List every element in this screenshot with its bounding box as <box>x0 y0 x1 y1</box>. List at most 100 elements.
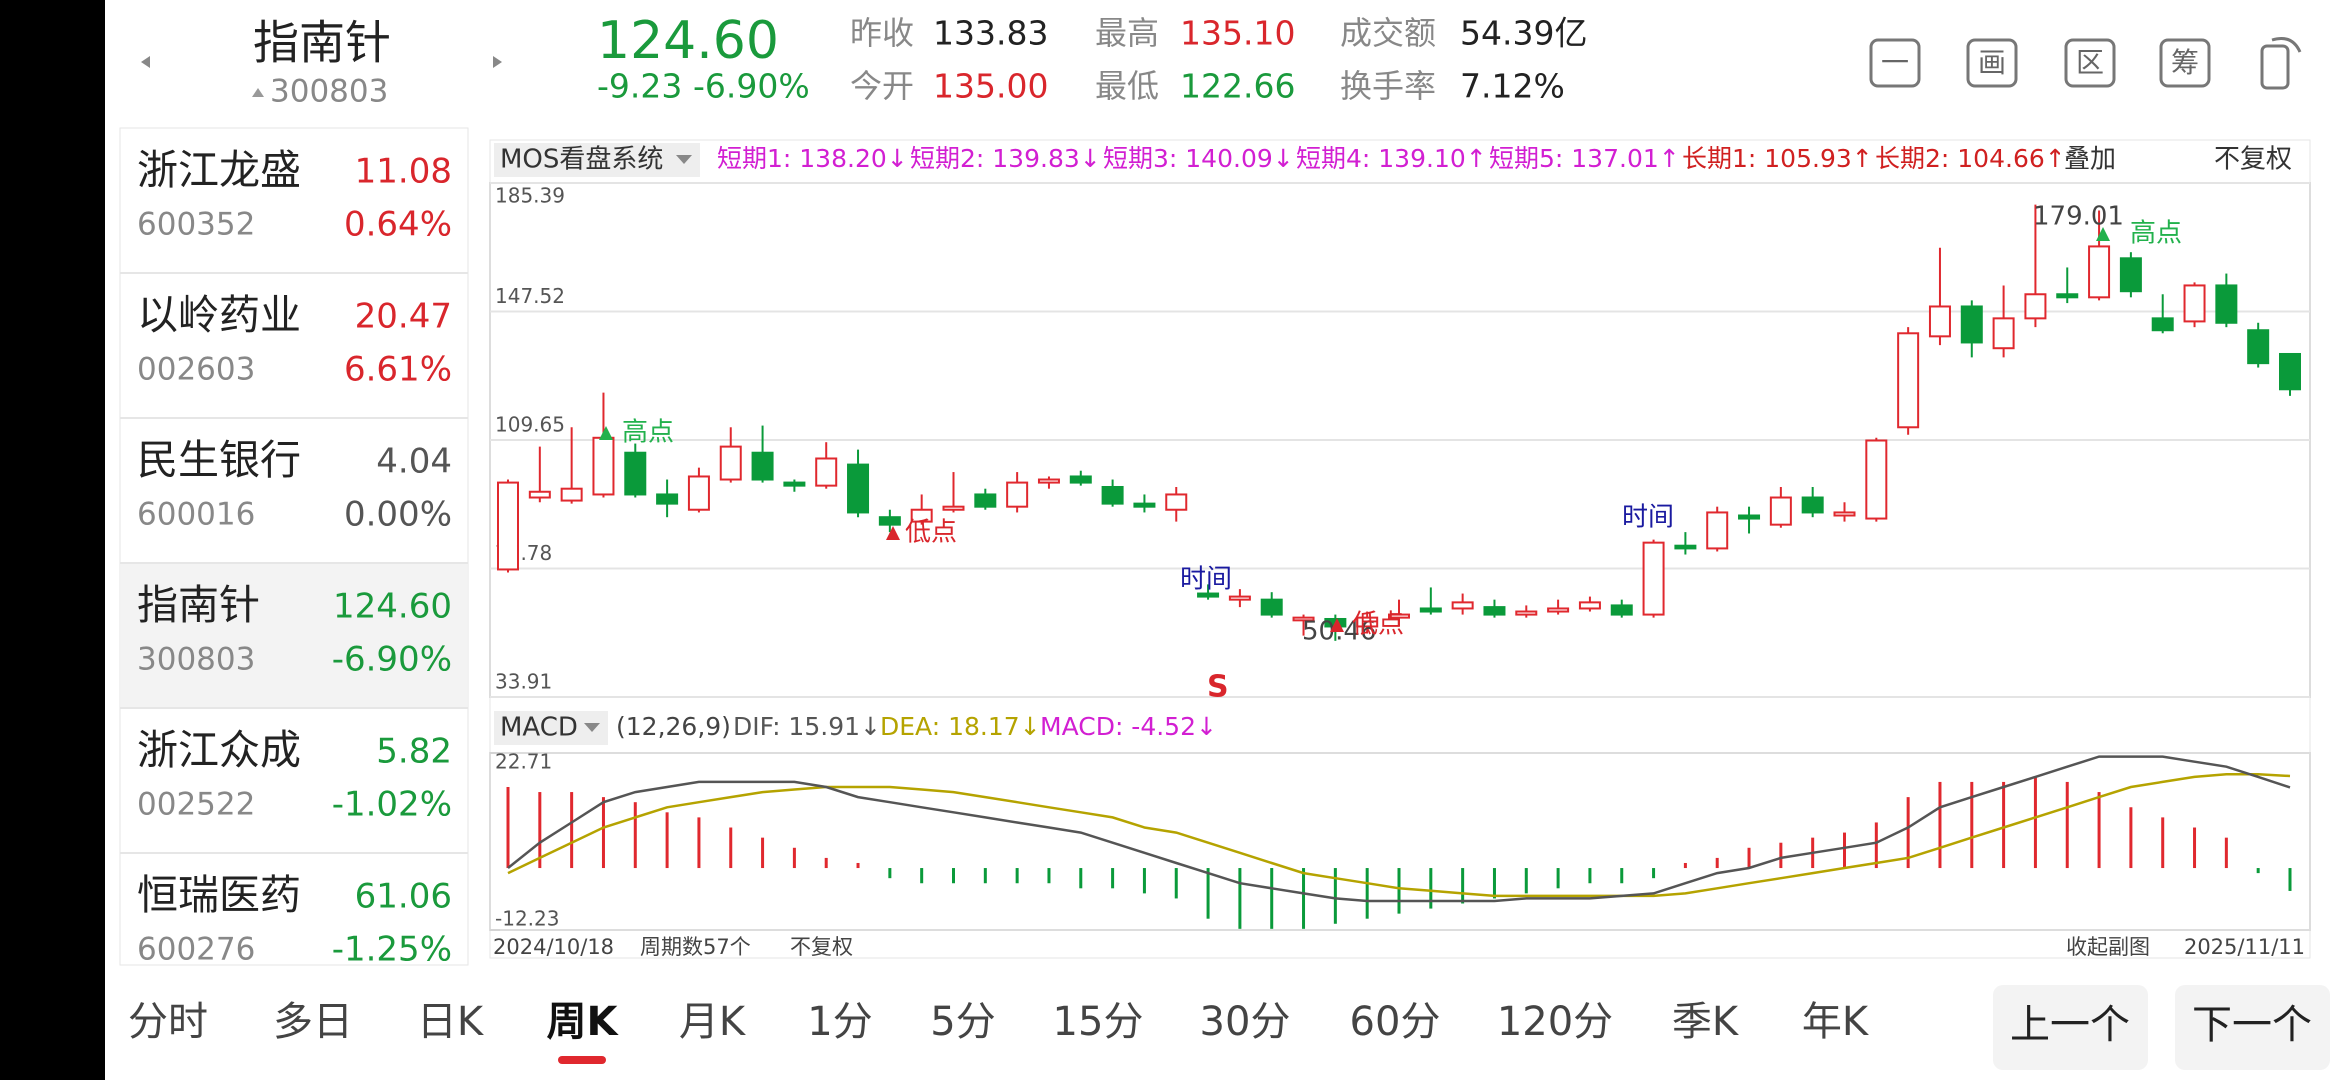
macd-bar <box>1588 868 1592 884</box>
watch-name: 恒瑞医药 <box>137 871 301 919</box>
macd-bar <box>2256 868 2260 874</box>
candle-body <box>910 508 933 523</box>
period-tab[interactable]: 15分 <box>1053 999 1144 1045</box>
stat-value: 7.12% <box>1460 67 1565 106</box>
candle-body <box>1674 544 1697 550</box>
y-tick-label: 33.91 <box>495 670 552 694</box>
period-tab[interactable]: 周K <box>547 999 620 1045</box>
annotation-marker <box>1330 618 1344 632</box>
indicator-select[interactable] <box>494 143 700 177</box>
dif-line <box>507 755 2291 903</box>
candle-body <box>1801 496 1824 514</box>
collapse-sub: 收起副图 <box>2066 935 2150 959</box>
macd-bar <box>1843 832 1846 869</box>
next-button[interactable] <box>2175 985 2330 1070</box>
watch-price: 61.06 <box>355 877 452 917</box>
watch-price: 4.04 <box>376 442 452 482</box>
candle-body <box>624 451 647 496</box>
candle-body <box>1260 598 1283 616</box>
macd-bar <box>2065 781 2069 869</box>
candle-body <box>1197 592 1220 598</box>
macd-bar <box>570 792 574 869</box>
candle-body <box>656 493 679 505</box>
prev-button[interactable] <box>1993 985 2148 1070</box>
period-tab[interactable]: 月K <box>679 999 747 1045</box>
candle-body <box>942 505 965 511</box>
period-tab[interactable]: 季K <box>1672 999 1740 1045</box>
macd-bar <box>1333 868 1337 924</box>
tool-button[interactable] <box>2064 38 2116 88</box>
tool-button[interactable] <box>2159 38 2211 88</box>
candle-body <box>1356 616 1379 628</box>
candle-body <box>1865 439 1888 520</box>
macd-plot <box>489 752 2311 931</box>
prev-stock-arrow[interactable] <box>141 56 150 68</box>
candle-body <box>1738 514 1761 520</box>
macd-legend: DIF: 15.91↓ <box>733 712 881 741</box>
macd-bar <box>2002 781 2006 869</box>
macd-bar <box>697 817 701 869</box>
candle-body <box>1037 478 1060 484</box>
stat-label: 换手率 <box>1340 67 1436 105</box>
period-tab[interactable]: 5分 <box>930 999 995 1045</box>
macd-bar <box>1397 868 1401 914</box>
tool-button[interactable] <box>1869 38 1921 88</box>
candle-body <box>1451 601 1474 610</box>
candle-body <box>847 463 870 514</box>
macd-bar <box>2288 868 2292 891</box>
tool-label: 筹 <box>2171 46 2199 79</box>
watch-code: 600276 <box>137 932 255 968</box>
stock-name: 指南针 <box>253 16 391 70</box>
watch-code: 002522 <box>137 787 255 823</box>
tool-label: 画 <box>1978 46 2006 79</box>
macd-bar <box>2224 837 2228 869</box>
ma-legend: 长期1: 105.93↑ <box>1682 144 1873 173</box>
macd-bar <box>920 868 924 884</box>
macd-indicator: MACD <box>500 713 578 743</box>
chart-annotation: 时间 <box>1622 503 1674 533</box>
macd-bar <box>1015 868 1019 884</box>
macd-legend: DEA: 18.17↓ <box>880 712 1041 741</box>
next-stock-arrow[interactable] <box>493 56 502 68</box>
rotate-button[interactable] <box>2260 44 2290 90</box>
macd-bar <box>1556 868 1560 889</box>
candle-body <box>1833 511 1856 517</box>
y-tick-label: 147.52 <box>495 284 565 308</box>
candle-body <box>1928 305 1951 338</box>
chart-annotation: 高点 <box>622 418 674 448</box>
tool-label: 一 <box>1881 46 1909 79</box>
period-tab[interactable]: 30分 <box>1200 999 1291 1045</box>
watch-selected <box>121 563 467 708</box>
adjust-label: 不复权 <box>2214 145 2292 175</box>
annotation-marker <box>886 526 900 540</box>
period-tab[interactable]: 分时 <box>128 999 208 1045</box>
macd-bar <box>1174 868 1178 899</box>
stat-value: 135.00 <box>933 67 1048 106</box>
macd-bar <box>1906 797 1910 869</box>
overlay-label: 叠加 <box>2064 145 2116 175</box>
period-tab[interactable]: 日K <box>417 999 485 1045</box>
next-label: 下一个 <box>2192 1002 2312 1048</box>
macd-bar <box>824 857 828 869</box>
candle-body <box>1483 606 1506 616</box>
period-tab[interactable]: 1分 <box>807 999 872 1045</box>
watch-code: 600016 <box>137 497 255 533</box>
period-tab[interactable]: 120分 <box>1497 999 1613 1045</box>
macd-bar <box>729 827 733 869</box>
candle-body <box>1610 604 1633 616</box>
period-tab[interactable]: 60分 <box>1350 999 1441 1045</box>
candle-body <box>560 487 583 502</box>
period-tab[interactable]: 年K <box>1802 999 1870 1045</box>
watch-pct: 0.00% <box>344 495 452 535</box>
candle-body <box>2183 284 2206 323</box>
watch-pct: 0.64% <box>344 205 452 245</box>
stat-value: 135.10 <box>1180 14 1295 53</box>
candle-body <box>2215 284 2238 324</box>
ma-legend: 短期5: 137.01↑ <box>1489 144 1680 173</box>
candle-body <box>2279 352 2301 391</box>
watch-pct: -1.02% <box>332 785 452 825</box>
candle-body <box>592 436 615 496</box>
period-tab[interactable]: 多日 <box>273 999 353 1045</box>
candle-body <box>2024 293 2047 320</box>
tool-button[interactable] <box>1966 38 2018 88</box>
